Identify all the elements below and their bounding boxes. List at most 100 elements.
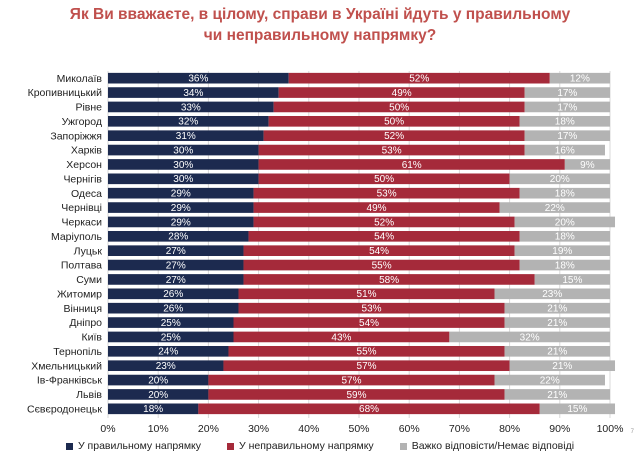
data-label: 17% — [557, 88, 577, 99]
bar-segment — [108, 72, 289, 84]
category-label: Хмельницький — [31, 360, 102, 372]
data-label: 54% — [359, 318, 379, 329]
data-label: 19% — [552, 246, 572, 257]
bar-segment — [499, 202, 610, 213]
category-label: Луцьк — [74, 245, 103, 257]
bar-segment — [524, 130, 610, 142]
data-label: 17% — [557, 102, 577, 113]
bar-segment — [564, 159, 610, 170]
category-label: Херсон — [66, 159, 102, 171]
x-tick-label: 100% — [597, 423, 624, 435]
data-label: 25% — [161, 332, 181, 343]
bar-segment — [258, 159, 565, 170]
category-label: Полтава — [61, 260, 102, 272]
data-label: 54% — [369, 246, 389, 257]
bar-segment — [108, 302, 239, 314]
bar-segment — [253, 216, 515, 228]
legend-swatch-hard — [399, 442, 407, 450]
bar-segment — [233, 331, 450, 343]
bar-segment — [519, 259, 610, 271]
bar-segment — [243, 274, 535, 285]
category-label: Сєвєродонецьк — [27, 403, 102, 415]
data-label: 27% — [166, 246, 186, 257]
data-label: 52% — [409, 74, 429, 85]
bar-segment — [243, 259, 520, 271]
data-label: 50% — [389, 102, 409, 113]
bar-segment — [108, 374, 209, 386]
legend-label-right: У правильному напрямку — [77, 440, 201, 452]
bar-segment — [228, 345, 505, 357]
data-label: 26% — [163, 304, 183, 315]
data-label: 15% — [562, 275, 582, 286]
legend-item-hard: Важко відповісти/Немає відповіді — [399, 440, 574, 452]
data-label: 53% — [382, 145, 402, 156]
bar-segment — [108, 115, 269, 127]
data-label: 32% — [178, 117, 198, 128]
data-label: 24% — [158, 347, 178, 358]
category-label: Маріуполь — [51, 231, 103, 243]
chart-title: Як Ви вважаєте, в цілому, справи в Украї… — [0, 4, 640, 46]
data-label: 61% — [402, 160, 422, 171]
data-label: 33% — [181, 102, 201, 113]
bar-segment — [108, 345, 229, 357]
bar-segment — [108, 403, 199, 415]
data-label: 32% — [520, 332, 540, 343]
data-label: 30% — [173, 160, 193, 171]
data-label: 52% — [374, 217, 394, 228]
x-tick-label: 0% — [100, 423, 115, 435]
category-label: Суми — [76, 274, 102, 286]
x-tick-label: 70% — [449, 423, 470, 435]
data-label: 17% — [557, 131, 577, 142]
bar-segment — [549, 72, 610, 84]
x-tick-label: 30% — [248, 423, 269, 435]
bar-segment — [504, 389, 610, 400]
legend-label-wrong: У неправильному напрямку — [239, 440, 374, 452]
category-label: Вінниця — [64, 303, 103, 315]
data-label: 53% — [362, 304, 382, 315]
category-label: Одеса — [71, 188, 102, 200]
data-label: 52% — [384, 131, 404, 142]
x-tick-label: 50% — [348, 423, 369, 435]
bar-segment — [253, 187, 520, 199]
category-label: Житомир — [57, 288, 102, 300]
data-label: 16% — [555, 145, 575, 156]
bar-segment — [248, 230, 520, 242]
data-label: 54% — [374, 232, 394, 243]
category-label: Миколаїв — [57, 73, 103, 85]
bar-segment — [494, 288, 610, 300]
legend-item-right: У правильному напрямку — [65, 440, 201, 452]
bar-segment — [504, 345, 610, 357]
x-tick-label: 20% — [198, 423, 219, 435]
data-label: 57% — [341, 375, 361, 386]
category-label: Тернопіль — [53, 346, 102, 358]
data-label: 68% — [359, 404, 379, 415]
data-label: 20% — [148, 390, 168, 401]
page-number: 7 — [630, 429, 634, 435]
bar-segment — [108, 288, 239, 300]
category-label: Ужгород — [62, 116, 102, 128]
bar-segment — [223, 360, 510, 372]
bar-segment — [108, 159, 259, 170]
data-label: 18% — [555, 117, 575, 128]
bar-segment — [108, 230, 249, 242]
x-tick-label: 60% — [399, 423, 420, 435]
bar-segment — [519, 187, 610, 199]
bar-segment — [504, 317, 610, 328]
data-label: 31% — [176, 131, 196, 142]
data-label: 25% — [161, 318, 181, 329]
bar-segment — [494, 374, 605, 386]
bar-segment — [208, 389, 505, 400]
bar-segment — [288, 72, 550, 84]
bar-segment — [504, 302, 610, 314]
data-label: 21% — [552, 361, 572, 372]
bar-segment — [449, 331, 610, 343]
data-label: 20% — [148, 375, 168, 386]
bar-segment — [108, 202, 254, 213]
x-tick-label: 40% — [298, 423, 319, 435]
data-label: 55% — [357, 347, 377, 358]
bar-segment — [509, 360, 616, 372]
bar-segment — [108, 389, 209, 400]
data-label: 49% — [392, 88, 412, 99]
data-label: 58% — [379, 275, 399, 286]
data-label: 29% — [171, 203, 191, 214]
